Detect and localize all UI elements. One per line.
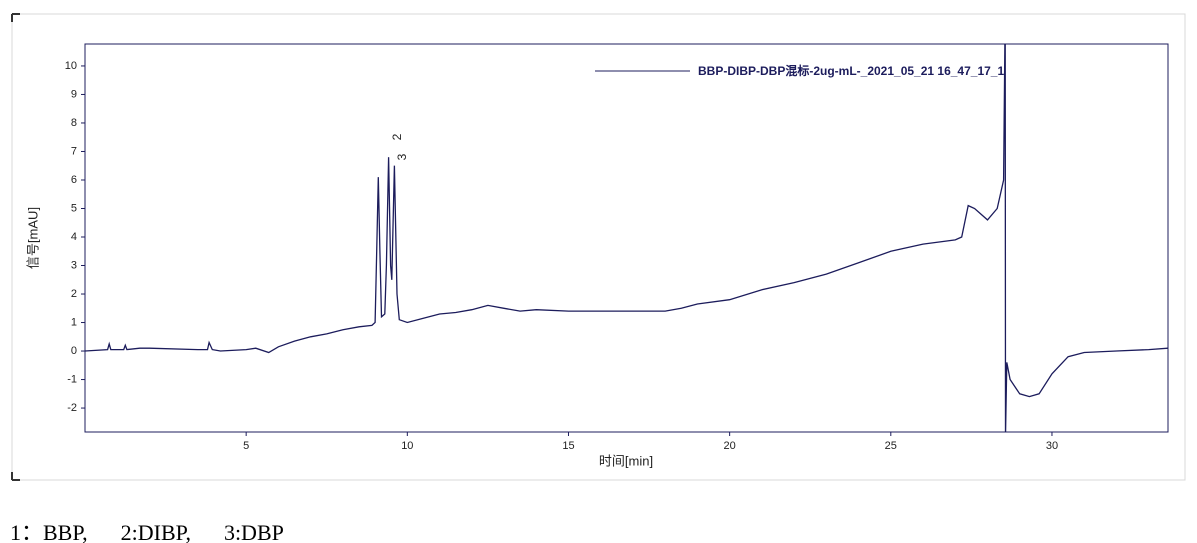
y-tick-label: 9 <box>71 88 77 100</box>
y-tick-label: 1 <box>71 316 77 328</box>
y-tick-label: 3 <box>71 259 77 271</box>
plot-area <box>84 43 1169 433</box>
corner-marks <box>11 13 20 481</box>
peak-label: 2 <box>390 133 404 140</box>
y-tick-label: -2 <box>67 402 77 414</box>
y-tick-label: 10 <box>65 60 77 72</box>
y-tick-label: 7 <box>71 145 77 157</box>
x-tick-label: 20 <box>724 440 736 452</box>
peak-label: 3 <box>395 153 409 160</box>
series-line <box>85 44 1168 432</box>
y-tick-label: -1 <box>67 373 77 385</box>
y-tick-label: 6 <box>71 174 77 186</box>
chart: 时间[min] 信号[mAU] -2 -1 0 1 2 3 4 5 6 7 8 9 10 5 10 15 20 2… <box>11 13 1186 481</box>
x-axis-label: 时间[min] <box>599 453 653 468</box>
x-tick-label: 25 <box>885 440 897 452</box>
x-tick-label: 15 <box>562 440 574 452</box>
caption: 1：BBP, 2:DIBP, 3:DBP <box>10 520 284 543</box>
y-tick-label: 5 <box>71 202 77 214</box>
y-axis-label: 信号[mAU] <box>25 207 40 269</box>
legend-label: BBP-DIBP-DBP混标-2ug-mL-_2021_05_21 16_47_… <box>698 63 1004 78</box>
y-tick-label: 8 <box>71 117 77 129</box>
x-tick-label: 30 <box>1046 440 1058 452</box>
y-tick-label: 2 <box>71 288 77 300</box>
y-tick-label: 0 <box>71 345 77 357</box>
x-tick-label: 10 <box>401 440 413 452</box>
y-tick-label: 4 <box>71 231 77 243</box>
x-tick-label: 5 <box>243 440 249 452</box>
